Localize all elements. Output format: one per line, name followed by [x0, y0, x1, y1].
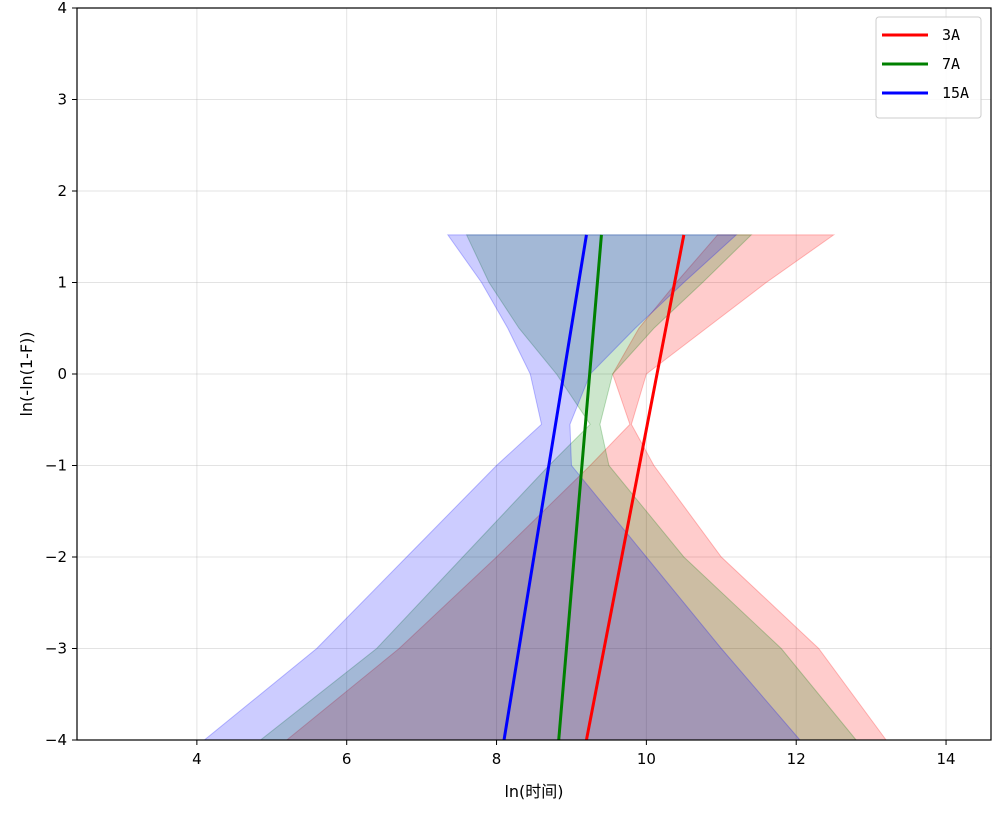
- band-15A: [202, 234, 802, 741]
- x-tick-label: 4: [192, 750, 202, 768]
- x-tick-label: 8: [492, 750, 502, 768]
- y-tick-label: 4: [57, 0, 67, 17]
- y-tick-label: −3: [45, 640, 67, 658]
- legend-label-7A: 7A: [942, 55, 960, 73]
- y-tick-label: 3: [57, 91, 67, 109]
- band-7A: [259, 234, 858, 741]
- x-tick-label: 6: [342, 750, 352, 768]
- legend-label-15A: 15A: [942, 84, 969, 102]
- y-axis-ticks: −4 −3 −2 −1 0 1 2 3 4: [45, 0, 77, 749]
- legend-label-3A: 3A: [942, 26, 960, 44]
- y-tick-label: 2: [57, 182, 67, 200]
- y-tick-label: −1: [45, 457, 67, 475]
- grid: [77, 7, 991, 741]
- y-tick-label: −4: [45, 731, 67, 749]
- x-tick-label: 10: [637, 750, 656, 768]
- x-tick-label: 12: [787, 750, 806, 768]
- fit-line-15A: [502, 234, 588, 741]
- y-axis-label: ln(-ln(1-F)): [17, 331, 36, 416]
- y-tick-label: −2: [45, 548, 67, 566]
- x-axis-label: ln(时间): [504, 782, 563, 801]
- legend: 3A 7A 15A: [875, 16, 982, 119]
- fit-lines: [502, 234, 686, 741]
- band-3A: [285, 234, 888, 741]
- y-tick-label: 1: [57, 274, 67, 292]
- y-tick-label: 0: [57, 365, 67, 383]
- legend-box: [875, 16, 982, 119]
- fit-line-7A: [557, 234, 603, 741]
- x-axis-ticks: 4 6 8 10 12 14: [192, 740, 956, 768]
- confidence-bands: [202, 234, 888, 741]
- fit-line-3A: [584, 234, 686, 741]
- x-tick-label: 14: [937, 750, 956, 768]
